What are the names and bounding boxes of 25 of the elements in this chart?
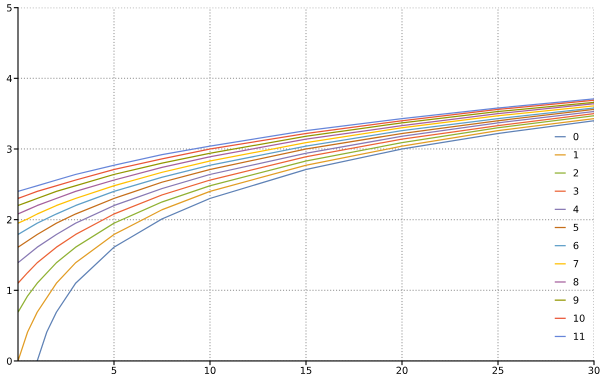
y-tick-label: 4	[6, 74, 12, 82]
legend-label: 9	[573, 296, 578, 304]
line-series	[18, 115, 594, 313]
legend-label: 5	[574, 224, 578, 232]
legend-label: 6	[574, 242, 578, 250]
legend-label: 4	[573, 206, 579, 213]
legend-label: 2	[574, 169, 578, 176]
y-tick-label: 5	[7, 4, 12, 12]
x-tick-label: 10	[204, 366, 216, 374]
y-tick-label: 0	[6, 357, 12, 365]
y-tick-label: 3	[7, 145, 12, 153]
x-tick-label: 5	[112, 366, 116, 374]
legend-label: 7	[574, 260, 578, 268]
legend-label: 10	[574, 314, 585, 322]
x-tick-label: 20	[396, 366, 408, 374]
legend-label: 11	[574, 332, 584, 340]
x-tick-label: 25	[492, 366, 504, 374]
legend-label: 0	[574, 132, 578, 140]
y-tick-label: 2	[6, 216, 12, 224]
legend-label: 1	[574, 151, 578, 158]
x-tick-label: 15	[300, 366, 312, 374]
legend-label: 8	[574, 278, 578, 286]
legend-label: 3	[574, 187, 578, 195]
y-tick-label: 1	[7, 286, 12, 294]
x-tick-label: 30	[588, 366, 600, 374]
